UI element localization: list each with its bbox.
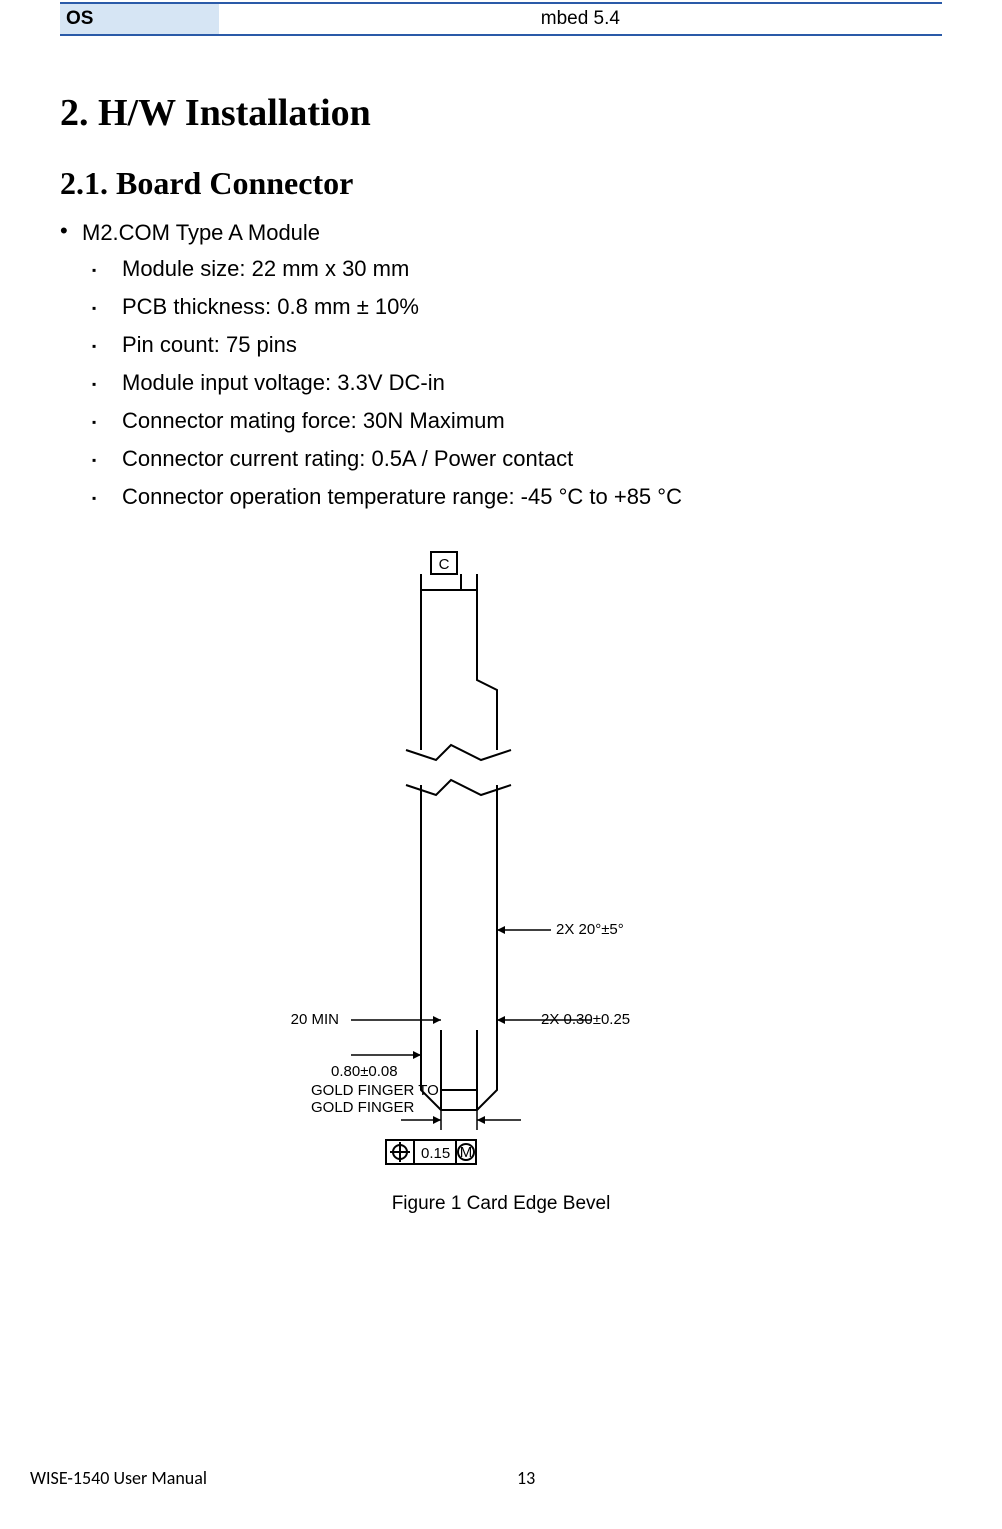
svg-text:C: C [439, 556, 450, 573]
list-item: Connector current rating: 0.5A / Power c… [122, 446, 942, 472]
list-item: Pin count: 75 pins [122, 332, 942, 358]
svg-text:GOLD FINGER TO: GOLD FINGER TO [311, 1082, 439, 1099]
page-content: OS mbed 5.4 2. H/W Installation 2.1. Boa… [0, 2, 1002, 1215]
svg-text:0.80±0.08: 0.80±0.08 [331, 1063, 398, 1080]
os-value-cell: mbed 5.4 [219, 3, 942, 35]
bevel-diagram: C [291, 550, 711, 1170]
os-table: OS mbed 5.4 [60, 2, 942, 36]
heading-board-connector: 2.1. Board Connector [60, 165, 942, 202]
svg-text:M: M [460, 1144, 473, 1161]
os-label-cell: OS [60, 3, 219, 35]
list-item: Module input voltage: 3.3V DC-in [122, 370, 942, 396]
heading-hw-installation: 2. H/W Installation [60, 91, 942, 135]
list-item: Connector operation temperature range: -… [122, 484, 942, 510]
footer-page-number: 13 [517, 1467, 535, 1489]
svg-text:2X 20°±5°: 2X 20°±5° [556, 921, 624, 938]
module-list: M2.COM Type A Module Module size: 22 mm … [60, 220, 942, 510]
svg-text:GOLD FINGER: GOLD FINGER [311, 1099, 415, 1116]
figure-caption: Figure 1 Card Edge Bevel [60, 1193, 942, 1215]
figure-card-edge-bevel: C [60, 550, 942, 1215]
list-item: PCB thickness: 0.8 mm ± 10% [122, 294, 942, 320]
svg-text:0.15: 0.15 [421, 1145, 450, 1162]
spec-list: Module size: 22 mm x 30 mm PCB thickness… [82, 256, 942, 510]
svg-text:2X 0.30±0.25: 2X 0.30±0.25 [541, 1011, 630, 1028]
page-footer: WISE-1540 User Manual 13 [30, 1467, 942, 1489]
table-row: OS mbed 5.4 [60, 3, 942, 35]
list-item: Connector mating force: 30N Maximum [122, 408, 942, 434]
svg-text:0.20 MIN: 0.20 MIN [291, 1011, 339, 1028]
footer-title: WISE-1540 User Manual [30, 1467, 207, 1489]
list-item: M2.COM Type A Module Module size: 22 mm … [82, 220, 942, 510]
list-item: Module size: 22 mm x 30 mm [122, 256, 942, 282]
module-title: M2.COM Type A Module [82, 220, 320, 245]
